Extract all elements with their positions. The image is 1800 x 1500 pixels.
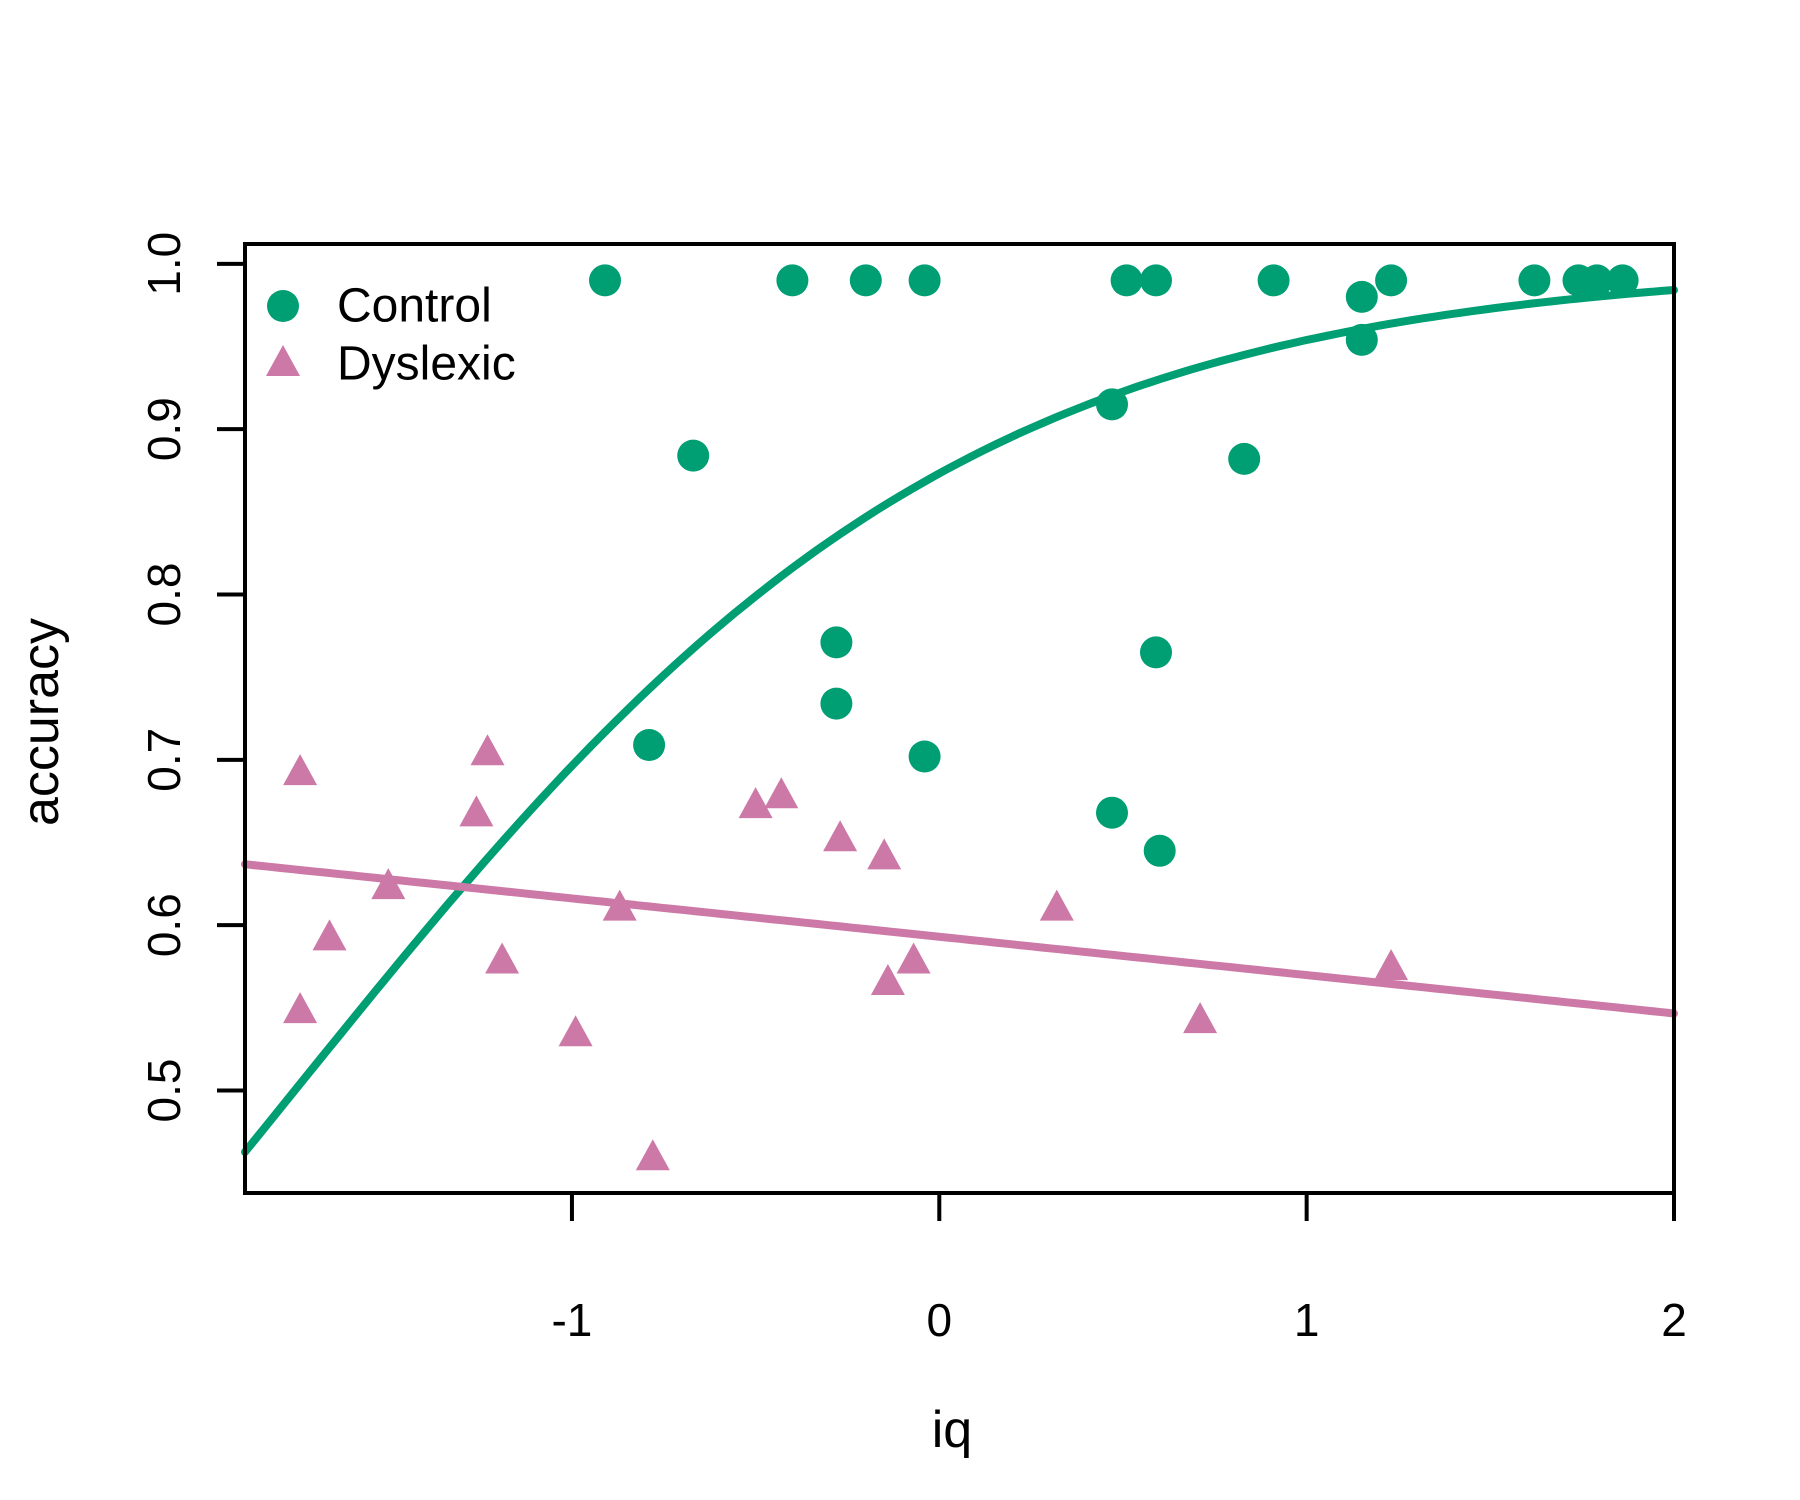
data-point-dyslexic (867, 838, 902, 870)
x-axis-label: iq (932, 1401, 972, 1459)
data-point-control (849, 264, 882, 297)
data-point-dyslexic (283, 754, 318, 786)
data-point-control (1140, 636, 1172, 669)
data-point-control (1096, 388, 1128, 421)
data-point-control (1143, 834, 1176, 867)
data-point-control (1110, 264, 1143, 297)
data-point-dyslexic (602, 889, 637, 921)
data-point-dyslexic (312, 919, 347, 951)
data-point-control (1345, 323, 1378, 356)
y-tick-label: 1.0 (138, 232, 190, 296)
data-point-dyslexic (371, 868, 406, 900)
y-tick-label: 0.5 (138, 1059, 190, 1123)
data-point-control (677, 439, 710, 472)
data-point-control (1518, 264, 1551, 297)
data-point-control (589, 264, 621, 297)
x-tick-label: -1 (551, 1294, 592, 1346)
plot-area: -1 0 1 2 0.5 0.6 0.7 0.8 0.9 1.0 (138, 232, 1687, 1346)
y-tick-label: 0.8 (138, 563, 190, 627)
fit-line-dyslexic (241, 860, 1678, 1018)
x-tick-label: 2 (1661, 1294, 1687, 1346)
data-point-dyslexic (1374, 949, 1409, 981)
data-point-control (1580, 264, 1613, 297)
y-tick-label: 0.9 (138, 397, 190, 461)
data-point-control (1140, 264, 1172, 297)
data-point-control (776, 264, 809, 297)
y-axis-label: accuracy (12, 618, 70, 826)
y-tick-label: 0.7 (138, 728, 190, 792)
data-point-dyslexic (1183, 1002, 1218, 1034)
data-point-dyslexic (764, 777, 799, 809)
data-point-dyslexic (635, 1139, 670, 1171)
data-point-dyslexic (485, 942, 520, 974)
data-point-dyslexic (283, 992, 318, 1024)
fit-line-control (241, 286, 1678, 1156)
data-point-control (908, 740, 941, 773)
y-tick-label: 0.6 (138, 893, 190, 957)
data-point-dyslexic (470, 734, 505, 766)
data-point-dyslexic (558, 1015, 593, 1047)
data-point-control (1228, 442, 1261, 475)
data-point-control (1375, 264, 1408, 297)
x-tick-label: 1 (1294, 1294, 1320, 1346)
legend-label-dyslexic: Dyslexic (337, 338, 516, 391)
plot-box (243, 242, 1676, 1195)
legend-label-control: Control (337, 280, 492, 333)
data-point-dyslexic (1039, 889, 1074, 921)
data-point-control (1257, 264, 1290, 297)
data-point-control (1606, 264, 1639, 297)
data-point-control (1345, 280, 1378, 313)
data-point-control (633, 729, 666, 761)
data-point-dyslexic (459, 795, 494, 827)
data-point-dyslexic (870, 964, 905, 995)
legend-marker-triangle-icon (266, 345, 300, 376)
data-point-dyslexic (738, 787, 773, 819)
x-tick-label: 0 (926, 1294, 952, 1346)
data-point-control (820, 687, 853, 720)
legend: Control Dyslexic (266, 280, 516, 391)
data-point-dyslexic (823, 820, 858, 852)
data-point-control (1096, 796, 1128, 829)
legend-marker-circle-icon (267, 290, 299, 322)
data-point-control (908, 264, 941, 297)
data-point-dyslexic (896, 942, 931, 974)
data-point-control (820, 626, 853, 659)
